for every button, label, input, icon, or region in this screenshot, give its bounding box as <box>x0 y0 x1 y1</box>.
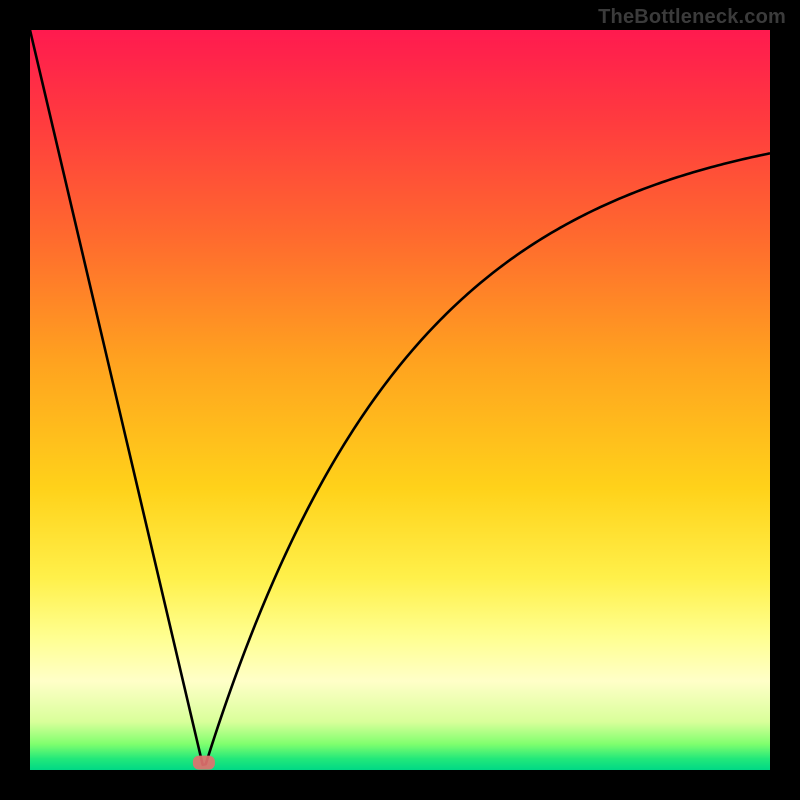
bottleneck-curve-chart <box>30 30 770 770</box>
gradient-background <box>30 30 770 770</box>
minimum-marker <box>193 756 215 770</box>
chart-frame: TheBottleneck.com <box>0 0 800 800</box>
watermark-text: TheBottleneck.com <box>598 6 786 29</box>
plot-area <box>30 30 770 770</box>
